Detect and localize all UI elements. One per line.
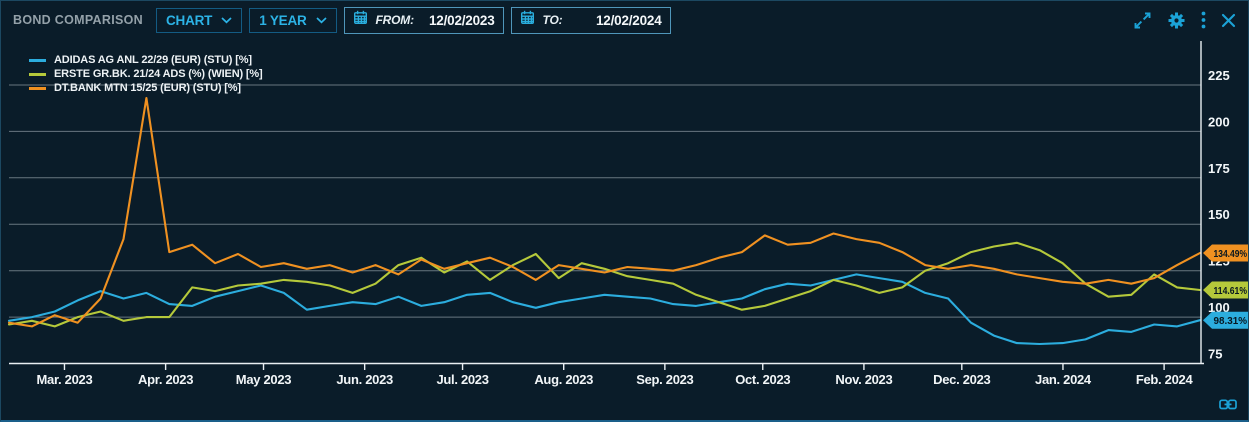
- toolbar-icons: [1133, 11, 1236, 30]
- widget-title: BOND COMPARISON: [13, 13, 143, 27]
- last-value-badge: [1203, 281, 1248, 299]
- last-value-badge: [1203, 244, 1248, 262]
- legend-label: ADIDAS AG ANL 22/29 (EUR) (STU) [%]: [54, 54, 252, 66]
- x-axis-label: Mar. 2023: [37, 372, 93, 387]
- x-axis-label: Dec. 2023: [933, 372, 990, 387]
- expand-icon[interactable]: [1133, 11, 1152, 30]
- legend-item[interactable]: ADIDAS AG ANL 22/29 (EUR) (STU) [%]: [29, 53, 263, 67]
- y-axis-label: 100: [1208, 300, 1230, 315]
- to-date-field[interactable]: TO: 12/02/2024: [510, 6, 671, 34]
- x-axis-label: Oct. 2023: [735, 372, 790, 387]
- last-value-badge: [1203, 311, 1248, 329]
- series-line[interactable]: [7, 273, 1202, 346]
- x-axis-label: Feb. 2024: [1136, 372, 1194, 387]
- legend-swatch: [29, 86, 46, 90]
- close-icon[interactable]: [1221, 13, 1236, 28]
- toolbar: BOND COMPARISON CHART 1 YEAR: [1, 1, 1248, 39]
- to-label: TO:: [542, 13, 563, 27]
- from-label: FROM:: [375, 13, 415, 27]
- x-axis-label: May 2023: [236, 372, 291, 387]
- y-axis-label: 200: [1208, 114, 1230, 129]
- from-date-field[interactable]: FROM: 12/02/2023: [343, 6, 504, 34]
- calendar-icon: [353, 10, 368, 30]
- chevron-down-icon: [221, 16, 232, 24]
- legend-item[interactable]: ERSTE GR.BK. 21/24 ADS (%) (WIEN) [%]: [29, 67, 263, 81]
- y-axis-label: 150: [1208, 207, 1230, 222]
- range-value: 1 YEAR: [259, 12, 307, 28]
- to-date-value: 12/02/2024: [595, 12, 662, 28]
- kebab-menu-icon[interactable]: [1201, 11, 1206, 29]
- y-axis-label: 175: [1208, 161, 1230, 176]
- legend-swatch: [29, 72, 46, 76]
- from-date-value: 12/02/2023: [428, 12, 495, 28]
- last-value-label: 134.49%: [1214, 248, 1248, 260]
- legend-swatch: [29, 58, 46, 62]
- y-axis-label: 225: [1208, 68, 1230, 83]
- y-axis-label: 75: [1208, 347, 1222, 362]
- range-dropdown[interactable]: 1 YEAR: [249, 7, 337, 33]
- chevron-down-icon: [315, 16, 327, 24]
- x-axis-label: Aug. 2023: [534, 372, 593, 387]
- series-line[interactable]: [7, 241, 1202, 328]
- view-type-dropdown[interactable]: CHART: [155, 7, 243, 33]
- calendar-icon: [520, 10, 535, 30]
- legend-label: ERSTE GR.BK. 21/24 ADS (%) (WIEN) [%]: [54, 68, 263, 80]
- settings-gear-icon[interactable]: [1167, 11, 1186, 30]
- last-value-label: 98.31%: [1214, 315, 1248, 327]
- legend-label: DT.BANK MTN 15/25 (EUR) (STU) [%]: [54, 82, 241, 94]
- link-icon[interactable]: [1219, 397, 1237, 415]
- last-value-label: 114.61%: [1214, 285, 1248, 297]
- legend-item[interactable]: DT.BANK MTN 15/25 (EUR) (STU) [%]: [29, 81, 263, 95]
- x-axis-label: Jul. 2023: [436, 372, 488, 387]
- series-line[interactable]: [7, 96, 1202, 328]
- x-axis-label: Sep. 2023: [636, 372, 693, 387]
- x-axis-label: Jun. 2023: [336, 372, 393, 387]
- x-axis-label: Jan. 2024: [1035, 372, 1092, 387]
- chart-legend: ADIDAS AG ANL 22/29 (EUR) (STU) [%] ERST…: [29, 53, 263, 95]
- x-axis-label: Nov. 2023: [835, 372, 892, 387]
- view-type-value: CHART: [165, 12, 213, 28]
- x-axis-label: Apr. 2023: [138, 372, 193, 387]
